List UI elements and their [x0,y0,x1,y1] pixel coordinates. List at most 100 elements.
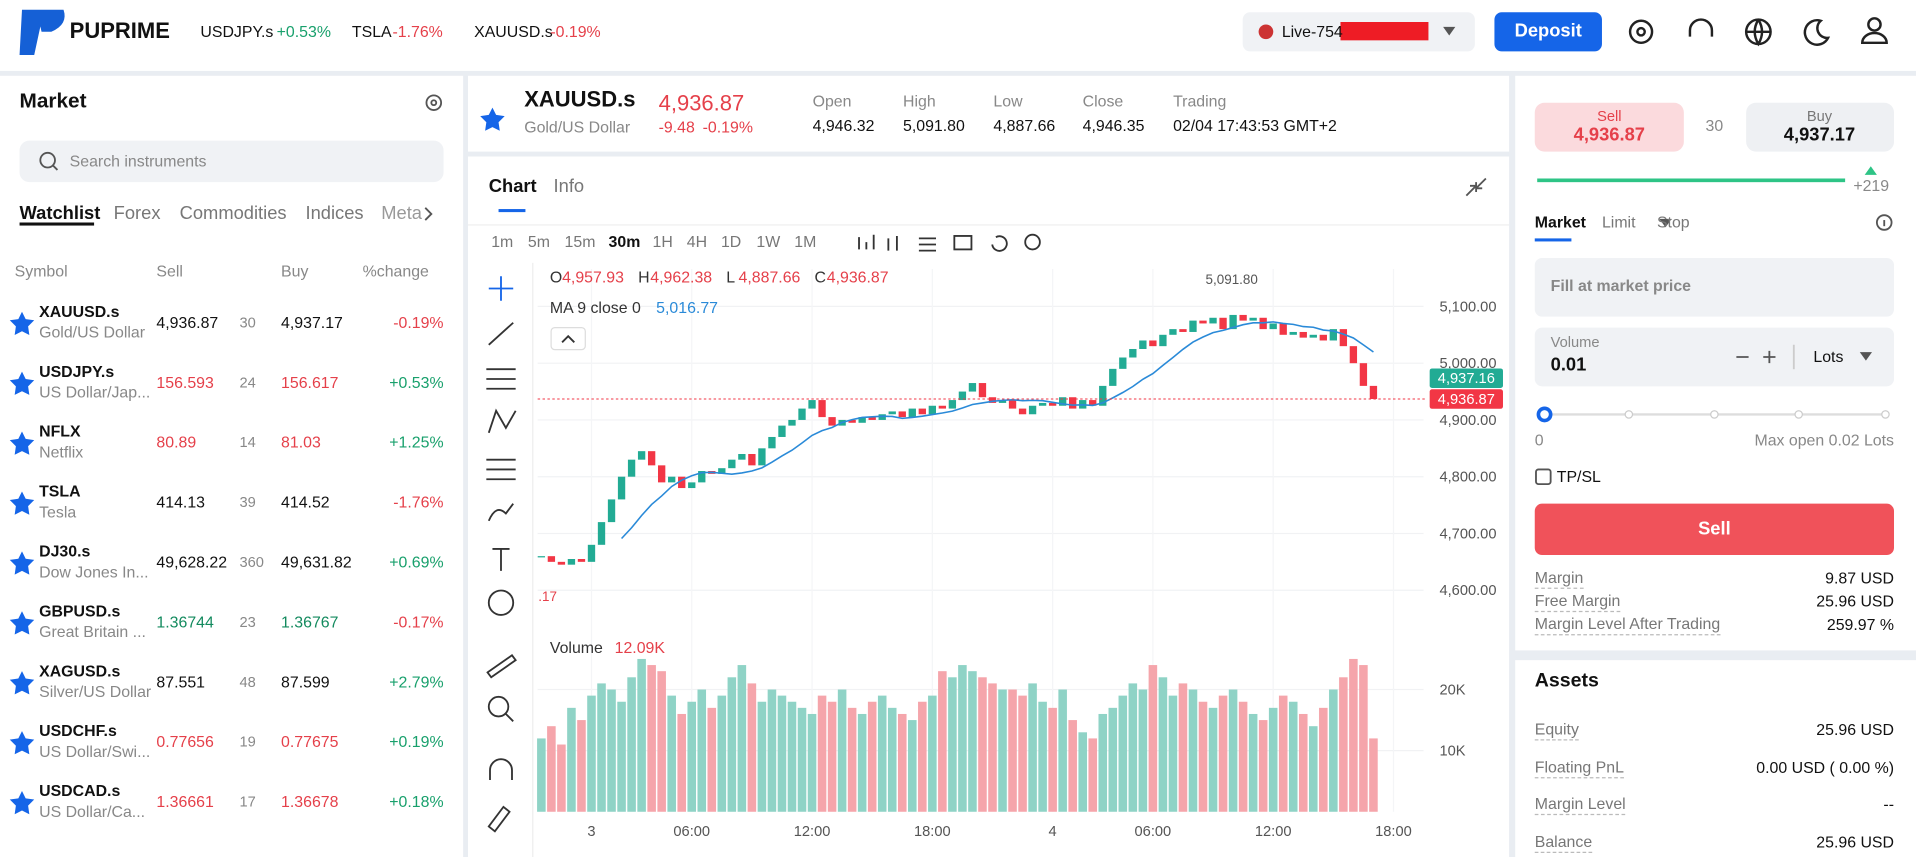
candle [968,383,977,392]
candle [818,400,826,418]
price-field[interactable] [1534,257,1895,317]
market-tab[interactable]: Watchlist [19,202,101,224]
row-buy[interactable]: 156.617 [281,373,339,392]
collapse-button[interactable] [550,327,586,351]
sell-button[interactable] [1534,503,1895,556]
candle [1359,363,1368,386]
deposit-label[interactable]: Deposit [1514,20,1582,42]
drawing-toolbar[interactable] [486,233,1041,833]
row-buy[interactable]: 81.03 [281,433,321,452]
row-symbol[interactable]: USDCAD.s [39,781,121,800]
ticker-symbol[interactable]: USDJPY.s [200,22,274,41]
row-buy[interactable]: 87.599 [281,672,330,691]
row-buy[interactable]: 49,631.82 [281,552,352,572]
slider-thumb[interactable] [1536,406,1553,423]
row-sell[interactable]: 1.36661 [156,792,214,811]
candle [718,468,726,474]
row-sell[interactable]: 1.36744 [156,612,214,632]
ma-value: 5,016.77 [656,298,719,317]
row-description: Great Britain ... [39,622,146,641]
timeframe[interactable]: 15m [564,232,596,251]
ticker-symbol[interactable]: XAUUSD.s [474,22,553,41]
row-symbol[interactable]: USDJPY.s [39,362,115,381]
row-symbol[interactable]: GBPUSD.s [39,601,121,621]
row-symbol[interactable]: XAUUSD.s [39,302,120,321]
timeframe[interactable]: 1M [794,232,817,251]
favorite-star[interactable] [9,790,35,815]
search-placeholder[interactable]: Search instruments [69,151,207,171]
candle [868,417,876,420]
row-buy[interactable]: 1.36767 [281,612,339,632]
order-type[interactable]: Limit [1601,212,1636,232]
favorite-star[interactable] [9,671,35,695]
volume-bar [587,695,596,812]
ohlc-value: 4,962.38 [650,267,713,287]
sell-quote-box[interactable] [1534,102,1684,152]
chart-tab[interactable]: Chart [488,176,537,197]
favorite-star[interactable] [9,731,35,755]
ticker-symbol[interactable]: TSLA [351,22,392,41]
unit[interactable]: Lots [1813,347,1844,366]
favorite-star[interactable] [9,371,35,395]
row-sell[interactable]: 49,628.22 [156,552,228,572]
sell-price[interactable]: 4,936.87 [1573,124,1645,146]
row-buy[interactable]: 414.52 [281,492,330,512]
timeframe[interactable]: 4H [686,232,708,251]
column-header[interactable]: %change [362,261,429,281]
row-symbol[interactable]: DJ30.s [39,541,91,561]
market-tab[interactable]: Metal [381,202,423,224]
order-type[interactable]: Stop [1656,212,1690,232]
favorite-star[interactable] [9,551,35,575]
row-symbol[interactable]: USDCHF.s [39,721,117,740]
market-tab[interactable]: Forex [113,202,161,224]
favorite-star[interactable] [480,107,505,131]
row-symbol[interactable]: XAGUSD.s [39,661,121,680]
market-tab[interactable]: Commodities [179,202,287,224]
row-sell[interactable]: 80.89 [156,433,197,452]
stat-label: Trading [1173,91,1227,111]
timeframe[interactable]: 1m [491,232,514,251]
favorite-star[interactable] [9,311,35,335]
top-icons[interactable] [1628,17,1888,47]
row-sell[interactable]: 0.77656 [156,732,214,751]
row-sell[interactable]: 156.593 [156,373,214,392]
slider-stops[interactable] [1624,410,1890,419]
timeframe[interactable]: 1W [756,232,781,251]
tpsl[interactable]: TP/SL [1556,467,1601,486]
dropdown-caret[interactable] [1443,26,1456,36]
row-sell[interactable]: 414.13 [156,492,205,512]
ohlc-value: 4,957.93 [562,267,624,287]
favorite-star[interactable] [9,611,35,635]
row-buy[interactable]: 4,937.17 [281,313,343,332]
row-symbol[interactable]: TSLA [39,481,81,501]
timeframe[interactable]: 1H [652,232,673,251]
account[interactable]: Live-754 [1281,22,1343,41]
row-symbol[interactable]: NFLX [39,422,81,441]
search-box[interactable] [19,140,444,183]
buy-label[interactable]: Buy [1806,107,1833,125]
candle [1199,320,1207,324]
sell-label[interactable]: Sell [1597,107,1622,125]
buy-quote-box[interactable] [1746,102,1895,152]
favorite-star[interactable] [9,431,35,455]
order-type[interactable]: Market [1534,212,1586,232]
market-tab[interactable]: Indices [305,202,364,224]
carets[interactable] [1659,218,1873,361]
timeframe[interactable]: 30m [608,232,641,251]
row-buy[interactable]: 1.36678 [281,792,339,811]
deposit-button[interactable] [1494,12,1602,52]
timeframe[interactable]: 5m [527,232,550,251]
panel-icons[interactable] [39,94,1893,486]
row-sell[interactable]: 87.551 [156,672,205,691]
volume-field[interactable] [1534,327,1895,387]
volume-value[interactable]: 0.01 [1550,354,1587,376]
favorite-star[interactable] [9,491,35,515]
row-sell[interactable]: 4,936.87 [156,313,219,332]
candle [577,559,586,562]
submit-label[interactable]: Sell [1698,518,1731,540]
timeframe[interactable]: 1D [720,232,742,251]
buy-price[interactable]: 4,937.17 [1783,124,1856,146]
volume-bar [1238,701,1248,812]
row-buy[interactable]: 0.77675 [281,732,339,751]
chart-tab[interactable]: Info [553,176,585,197]
